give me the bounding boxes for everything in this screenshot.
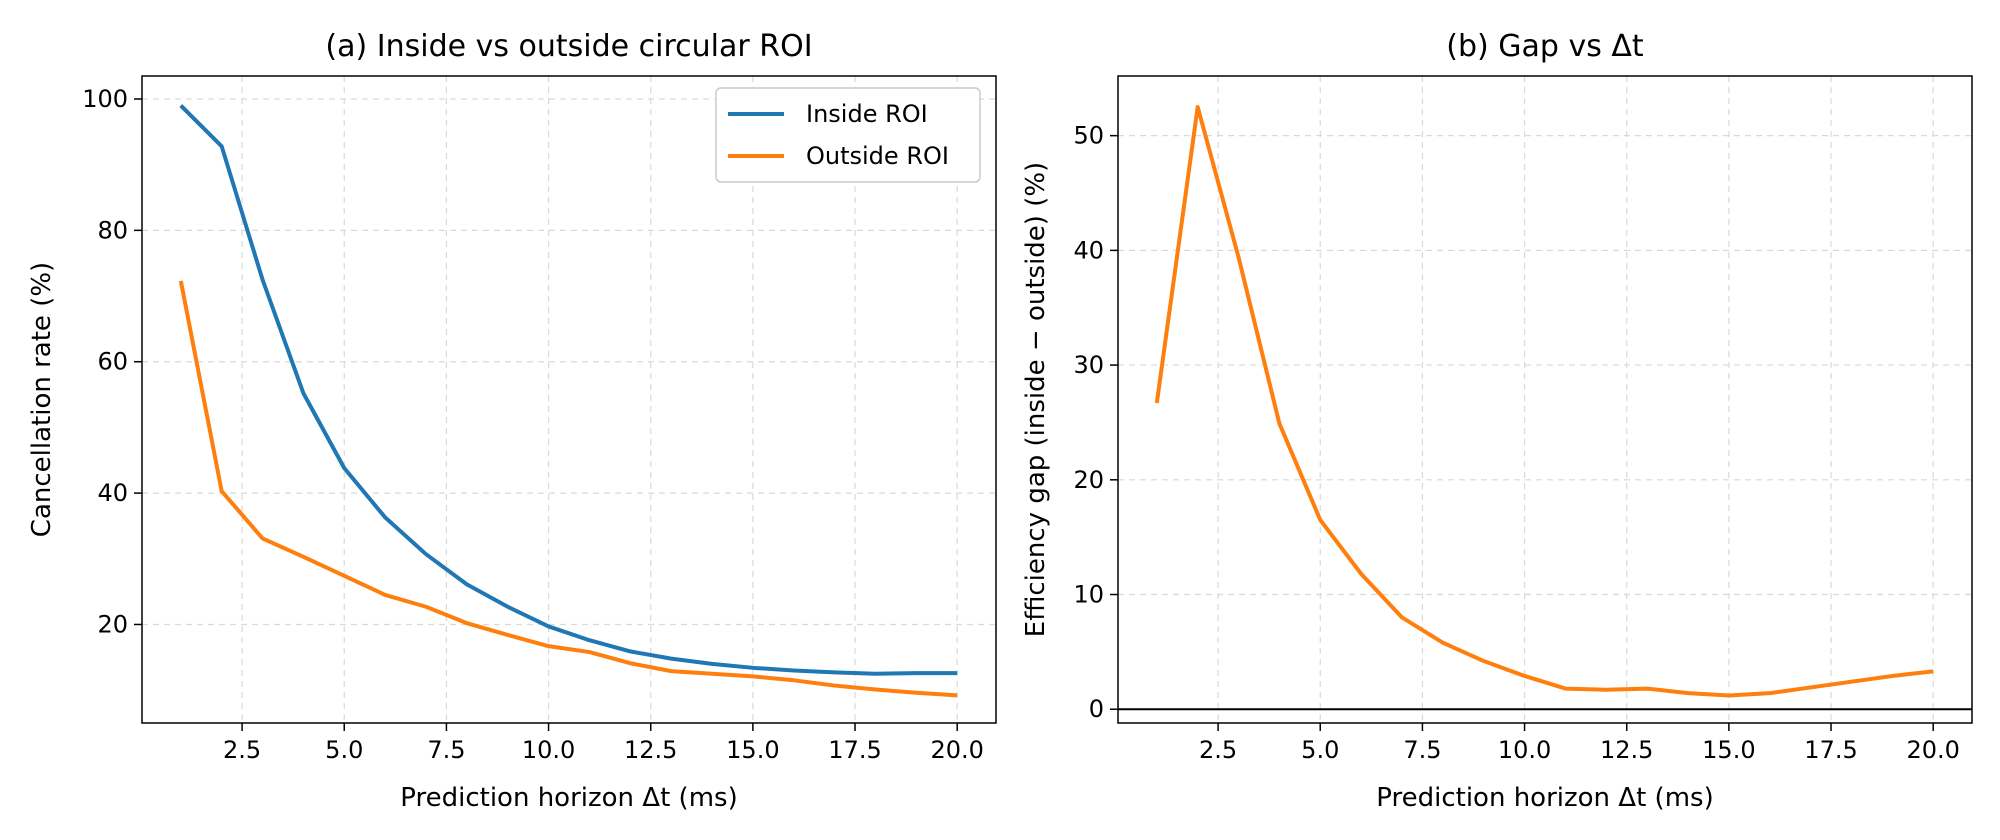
panel-b-y-tick-label: 10 (1073, 581, 1104, 609)
panel-a-legend: Inside ROI Outside ROI (715, 87, 981, 183)
panel-b-y-tick-label: 0 (1089, 695, 1104, 723)
legend-label-outside-roi: Outside ROI (806, 142, 949, 170)
panel-b-gridlines (1118, 76, 1972, 723)
panel-a-series-line-inside-roi (179, 104, 958, 676)
panel-a-title: (a) Inside vs outside circular ROI (325, 29, 812, 64)
panel-a-gridlines (142, 76, 996, 723)
panel-b-series (1154, 104, 1934, 698)
panel-a-x-tick-label: 10.0 (522, 736, 575, 764)
panel-a-x-tick-label: 2.5 (223, 736, 261, 764)
panel-a-plot-frame (141, 75, 997, 724)
panel-b-x-tick-label: 2.5 (1199, 736, 1237, 764)
panel-a-y-tick-label: 20 (97, 610, 128, 638)
panel-a-ticks: 2.5 5.0 7.5 10.0 12.5 15.0 17.5 20.0 20 40 60 80 100 (82, 85, 984, 764)
chart-panel-a: 2.5 5.0 7.5 10.0 12.5 15.0 17.5 20.0 20 40 60 80 100… (27, 29, 997, 813)
panel-a-x-tick-label: 7.5 (427, 736, 465, 764)
panel-a-x-axis-label: Prediction horizon Δt (ms) (400, 783, 737, 813)
panel-a-x-tick-label: 5.0 (325, 736, 363, 764)
panel-b-x-tick-label: 7.5 (1403, 736, 1441, 764)
panel-a-y-tick-label: 100 (82, 85, 128, 113)
panel-b-x-tick-label: 12.5 (1600, 736, 1653, 764)
panel-b-x-tick-label: 20.0 (1906, 736, 1959, 764)
panel-a-x-tick-label: 17.5 (828, 736, 881, 764)
panel-b-x-tick-label: 10.0 (1498, 736, 1551, 764)
panel-b-y-tick-label: 40 (1073, 236, 1104, 264)
panel-a-y-tick-label: 80 (97, 216, 128, 244)
panel-b-x-tick-label: 5.0 (1301, 736, 1339, 764)
panel-a-series-line-outside-roi (178, 280, 958, 698)
panel-a-x-tick-label: 12.5 (624, 736, 677, 764)
panel-b-ticks: 2.5 5.0 7.5 10.0 12.5 15.0 17.5 20.0 0 10 20 30 40 50 (1073, 122, 1959, 764)
panel-b-y-tick-label: 30 (1073, 351, 1104, 379)
panel-a-x-tick-label: 20.0 (930, 736, 983, 764)
panel-a-y-axis-label: Cancellation rate (%) (27, 262, 57, 537)
panel-b-x-tick-label: 17.5 (1804, 736, 1857, 764)
panel-b-title: (b) Gap vs Δt (1446, 29, 1644, 64)
legend-box (715, 87, 981, 183)
panel-b-x-tick-label: 15.0 (1702, 736, 1755, 764)
panel-b-x-axis-label: Prediction horizon Δt (ms) (1376, 783, 1713, 813)
chart-panel-b: 2.5 5.0 7.5 10.0 12.5 15.0 17.5 20.0 0 10 20 30 40 50… (1021, 29, 1973, 813)
panel-b-y-axis-label: Efficiency gap (inside − outside) (%) (1021, 162, 1051, 637)
panel-a-x-tick-label: 15.0 (726, 736, 779, 764)
panel-a-series (178, 104, 958, 698)
legend-label-inside-roi: Inside ROI (806, 100, 928, 128)
panel-a-y-tick-label: 60 (97, 348, 128, 376)
panel-b-plot-frame (1117, 75, 1973, 724)
panel-a-y-tick-label: 40 (97, 479, 128, 507)
panel-b-y-tick-label: 50 (1073, 122, 1104, 150)
panel-b-y-tick-label: 20 (1073, 466, 1104, 494)
panel-b-series-line-series-0 (1154, 104, 1934, 698)
